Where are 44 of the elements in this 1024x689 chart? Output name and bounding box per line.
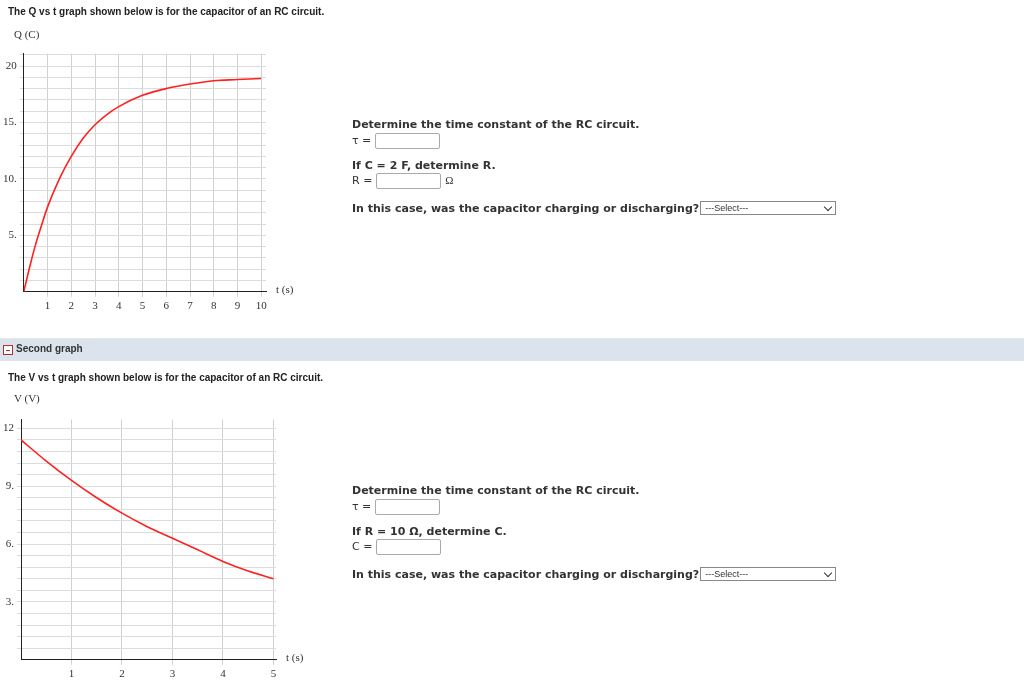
text: τ = [352,134,372,147]
x-tick-label: 5 [270,667,277,680]
x-tick-label: 9 [234,299,241,312]
dropdown-field: ---Select--- [700,567,837,581]
x-tick-label: 1 [44,299,51,312]
text: Determine the time constant of the RC circuit. [352,118,641,131]
x-axis-title: t (s) [286,650,304,664]
x-tick-label: 4 [116,299,122,312]
y-tick-label: 15. [3,115,17,128]
y-tick-label: 5. [8,228,17,241]
dropdown-field: ---Select--- [700,201,837,215]
text: In this case, was the capacitor charging or discharging? [352,567,700,581]
y-tick-label: 6. [5,536,15,549]
text: In this case, was the capacitor charging or discharging? [352,201,700,215]
chart-title: The V vs t graph shown below is for the capacitor of an RC circuit. [8,372,324,383]
text: If R = 10 Ω, determine C. [352,525,508,538]
x-tick-label: 2 [68,299,74,312]
text: C = [352,540,373,553]
x-tick-label: 2 [119,667,125,680]
chart-title: The Q vs t graph shown below is for the capacitor of an RC circuit. [8,6,325,17]
x-tick-label: 3 [169,667,176,680]
line-series [23,77,263,292]
y-axis-title: Q (C) [14,28,40,40]
text: R = [352,174,373,187]
x-tick-label: 4 [220,667,227,680]
x-tick-label: 1 [68,667,75,680]
y-tick-label: 20 [5,58,18,71]
x-tick-label: 7 [187,299,194,312]
x-tick-label: 3 [92,299,99,312]
text: If C = 2 F, determine R. [352,159,497,172]
y-tick-label: 3. [5,594,15,607]
text: Ω [445,174,454,186]
text: Determine the time constant of the RC circuit. [352,484,641,497]
x-tick-label: 5 [139,299,146,312]
x-tick-label: 10 [255,299,268,312]
y-axis-title: V (V) [14,392,40,404]
y-tick-label: 10. [3,171,17,184]
y-tick-label: 9. [5,479,15,492]
x-axis-title: t (s) [276,282,294,296]
text: Second graph [16,343,83,354]
x-tick-label: 6 [163,299,170,312]
x-tick-label: 8 [211,299,217,312]
y-tick-label: 12 [3,421,14,434]
text: τ = [352,500,372,513]
